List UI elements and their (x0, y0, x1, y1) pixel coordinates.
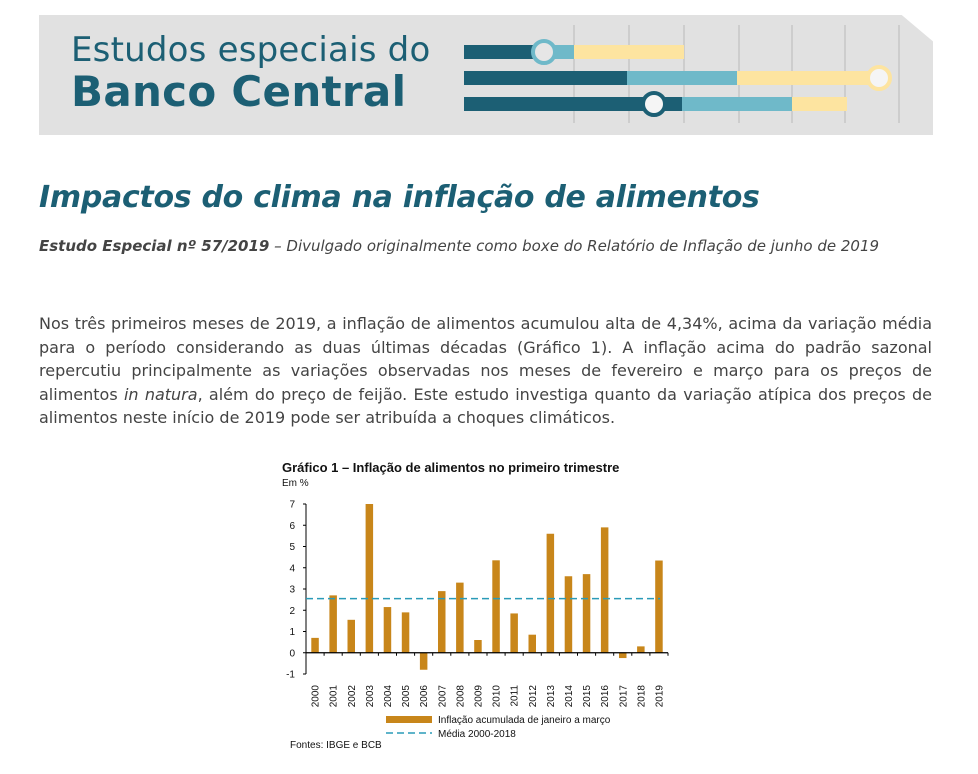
bar-2018 (637, 646, 645, 653)
bar-2014 (564, 576, 573, 653)
bar-2017 (619, 652, 627, 659)
bar-2013 (546, 533, 555, 653)
y-tick-label: 4 (289, 563, 295, 574)
x-tick-label: 2010 (492, 685, 503, 708)
x-tick-label: 2015 (582, 685, 593, 708)
bar-2001 (329, 595, 337, 653)
x-tick-label: 2006 (419, 685, 430, 708)
x-tick-label: 2009 (473, 685, 484, 708)
x-tick-label: 2018 (636, 685, 647, 708)
paragraph-part-2: , além do preço de feijão. Este estudo i… (39, 384, 932, 428)
bar-2015 (582, 574, 591, 653)
x-tick-label: 2019 (654, 685, 665, 708)
x-tick-label: 2002 (347, 685, 358, 708)
brand-line-2: Banco Central (71, 67, 407, 116)
bar-2003 (365, 504, 374, 653)
legend-bar-label: Inflação acumulada de janeiro a março (438, 715, 611, 726)
banner-bars-graphic (464, 25, 900, 123)
bar-2005 (401, 612, 410, 653)
y-tick-label: 1 (289, 627, 295, 638)
article-subtitle: Estudo Especial nº 57/2019 – Divulgado o… (39, 237, 879, 255)
bar-2006 (419, 652, 428, 670)
x-tick-label: 2014 (564, 685, 575, 708)
y-tick-label: 2 (289, 606, 295, 617)
x-tick-label: 2003 (365, 685, 376, 708)
header-banner: Estudos especiais do Banco Central (39, 15, 933, 135)
figure-1: Gráfico 1 – Inflação de alimentos no pri… (270, 458, 690, 758)
x-tick-label: 2016 (600, 685, 611, 708)
bar-2011 (510, 613, 518, 653)
y-tick-label: -1 (286, 670, 295, 681)
figure-title: Gráfico 1 – Inflação de alimentos no pri… (282, 460, 620, 475)
x-tick-label: 2007 (437, 685, 448, 708)
x-tick-label: 2000 (311, 685, 322, 708)
y-tick-label: 7 (289, 500, 295, 511)
bar-2002 (347, 619, 355, 653)
paragraph-part-1: Nos três primeiros meses de 2019, a infl… (39, 314, 932, 404)
bar-2010 (492, 560, 500, 653)
paragraph-italic: in natura (123, 384, 198, 404)
x-tick-label: 2011 (510, 685, 521, 707)
y-tick-label: 6 (289, 521, 295, 532)
bar-chart: -1 0 1 2 3 4 5 6 7 2000 2001 2002 2003 2004 2005 2006 20… (286, 500, 669, 738)
bar-2000 (311, 637, 319, 653)
bar-2007 (438, 591, 446, 653)
bar-2009 (474, 640, 482, 653)
y-tick-label: 3 (289, 585, 295, 596)
legend-mean-label: Média 2000-2018 (438, 729, 516, 738)
x-tick-label: 2013 (546, 685, 557, 708)
x-tick-label: 2008 (455, 685, 466, 708)
bar-2019 (655, 560, 663, 653)
bar-2012 (528, 634, 536, 653)
bar-2008 (456, 582, 464, 653)
y-tick-label: 0 (289, 648, 295, 659)
x-tick-label: 2004 (383, 685, 394, 708)
study-number: Estudo Especial nº 57/2019 (39, 237, 270, 255)
bar-2016 (600, 527, 609, 653)
figure-source: Fontes: IBGE e BCB (290, 740, 382, 751)
article-title: Impactos do clima na inflação de aliment… (39, 180, 760, 215)
legend-bar-swatch (386, 716, 432, 723)
x-tick-label: 2001 (329, 685, 340, 708)
x-tick-label: 2005 (401, 685, 412, 708)
x-tick-label: 2012 (528, 685, 539, 708)
brand-logo: Estudos especiais do Banco Central (71, 33, 430, 113)
article-paragraph: Nos três primeiros meses de 2019, a infl… (39, 312, 932, 430)
subtitle-description: – Divulgado originalmente como boxe do R… (269, 237, 880, 255)
x-tick-label: 2017 (618, 685, 629, 708)
y-tick-label: 5 (289, 542, 295, 553)
figure-unit: Em % (282, 478, 309, 489)
bar-2004 (383, 607, 392, 653)
brand-line-1: Estudos especiais do (71, 30, 431, 70)
